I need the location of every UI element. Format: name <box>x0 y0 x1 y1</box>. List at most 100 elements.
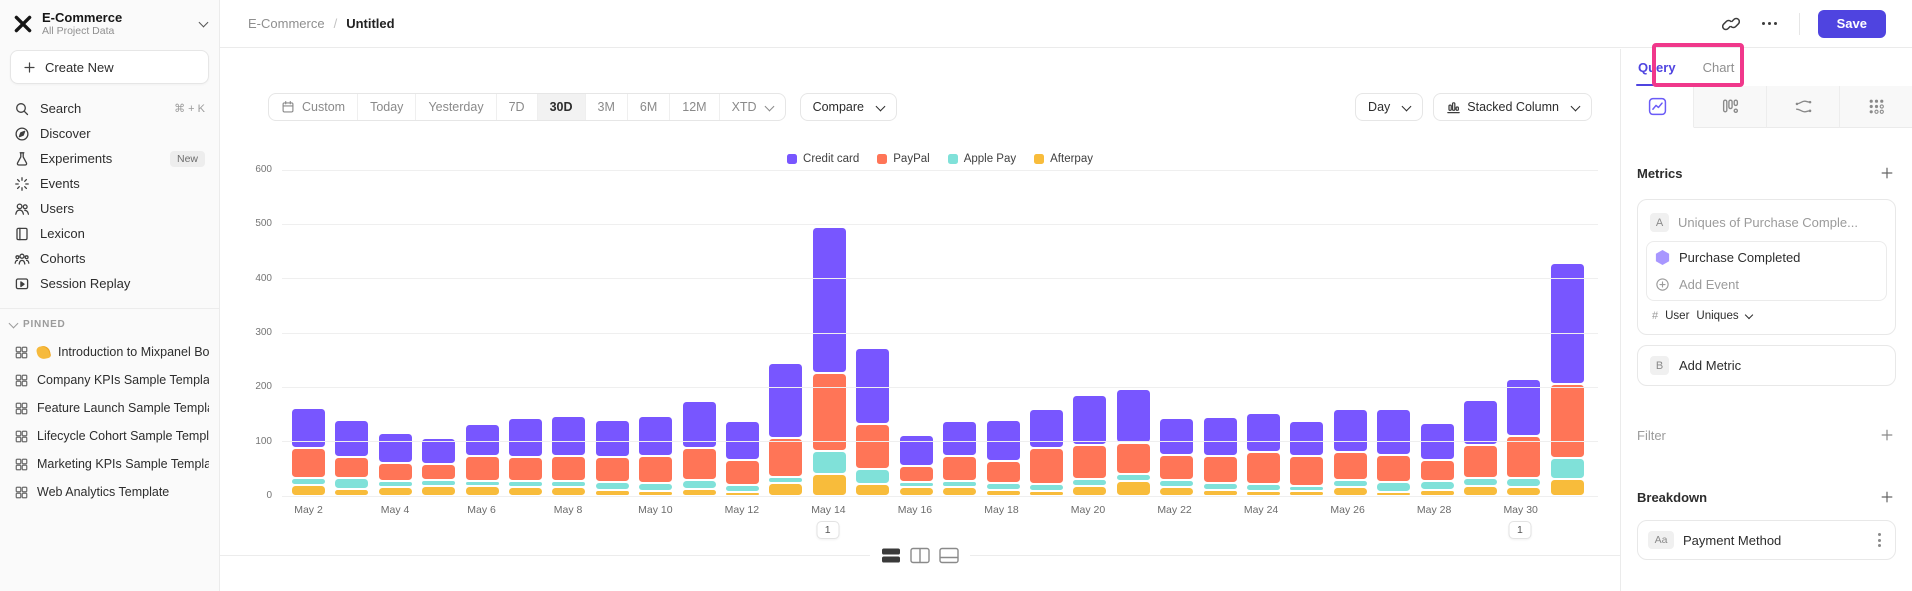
bar-segment-afterpay[interactable] <box>1073 487 1107 495</box>
bar-segment-credit-card[interactable] <box>1463 401 1497 445</box>
bar-segment-credit-card[interactable] <box>1073 396 1107 445</box>
bar-segment-credit-card[interactable] <box>465 424 499 455</box>
bar-may-17[interactable] <box>943 422 977 495</box>
bar-segment-paypal[interactable] <box>1290 457 1324 485</box>
bar-segment-apple-pay[interactable] <box>1420 482 1454 489</box>
annotation-badge[interactable]: 1 <box>816 521 840 539</box>
bar-segment-afterpay[interactable] <box>1333 488 1367 495</box>
bar-segment-paypal[interactable] <box>1507 436 1541 477</box>
add-metric-card[interactable]: B Add Metric <box>1637 345 1896 386</box>
add-breakdown-plus-icon[interactable] <box>1878 488 1896 506</box>
bar-segment-paypal[interactable] <box>682 449 716 480</box>
bar-may-20[interactable] <box>1073 396 1107 495</box>
add-event-row[interactable]: Add Event <box>1651 271 1882 298</box>
tab-funnels[interactable] <box>1694 86 1767 128</box>
bar-may-19[interactable] <box>1029 410 1063 495</box>
compare-button[interactable]: Compare <box>799 93 897 121</box>
bar-segment-credit-card[interactable] <box>595 420 629 456</box>
bar-segment-paypal[interactable] <box>465 456 499 481</box>
bar-may-3[interactable] <box>335 420 369 495</box>
bar-segment-afterpay[interactable] <box>812 475 846 495</box>
bar-segment-credit-card[interactable] <box>1203 417 1237 456</box>
bar-segment-paypal[interactable] <box>595 457 629 482</box>
bar-segment-apple-pay[interactable] <box>726 486 760 491</box>
bar-segment-apple-pay[interactable] <box>292 478 325 484</box>
bar-segment-apple-pay[interactable] <box>1160 481 1194 487</box>
bar-segment-afterpay[interactable] <box>1463 487 1497 495</box>
bar-segment-afterpay[interactable] <box>1203 490 1237 495</box>
pinned-board-company-kpis-sample-template[interactable]: Company KPIs Sample Template <box>0 366 219 394</box>
range-6m[interactable]: 6M <box>626 94 669 120</box>
bar-segment-apple-pay[interactable] <box>1073 479 1107 486</box>
bar-segment-credit-card[interactable] <box>1029 410 1063 448</box>
bar-may-10[interactable] <box>639 417 673 495</box>
bar-may-8[interactable] <box>552 417 586 495</box>
create-new-button[interactable]: Create New <box>10 50 209 84</box>
bar-segment-apple-pay[interactable] <box>595 483 629 489</box>
bar-segment-credit-card[interactable] <box>552 417 586 455</box>
bar-may-14[interactable] <box>812 228 846 495</box>
legend-item-paypal[interactable]: PayPal <box>877 153 930 165</box>
bar-may-29[interactable] <box>1463 401 1497 495</box>
bar-may-5[interactable] <box>422 439 456 495</box>
layout-rows-icon[interactable] <box>880 545 902 565</box>
metric-name-row[interactable]: A Uniques of Purchase Comple... <box>1646 208 1887 237</box>
bar-segment-apple-pay[interactable] <box>509 482 543 487</box>
bar-segment-afterpay[interactable] <box>292 485 325 495</box>
pinned-board-feature-launch-sample-template[interactable]: Feature Launch Sample Template <box>0 394 219 422</box>
sidebar-item-users[interactable]: Users <box>0 196 219 221</box>
bar-segment-afterpay[interactable] <box>899 488 933 495</box>
tab-flows[interactable] <box>1767 86 1840 128</box>
legend-item-credit-card[interactable]: Credit card <box>787 153 859 165</box>
bar-may-18[interactable] <box>986 421 1020 495</box>
bar-segment-afterpay[interactable] <box>856 485 890 495</box>
bar-segment-paypal[interactable] <box>1550 384 1584 457</box>
range-30d[interactable]: 30D <box>536 94 585 120</box>
bar-segment-credit-card[interactable] <box>943 422 977 456</box>
bar-segment-credit-card[interactable] <box>1550 263 1584 383</box>
bar-segment-apple-pay[interactable] <box>1507 478 1541 487</box>
bar-segment-afterpay[interactable] <box>726 492 760 495</box>
bar-segment-paypal[interactable] <box>1073 446 1107 478</box>
bar-segment-paypal[interactable] <box>509 458 543 481</box>
more-options-icon[interactable] <box>1758 18 1781 29</box>
pinned-board-introduction-to-mixpanel-board[interactable]: Introduction to Mixpanel Board <box>0 338 219 366</box>
bar-segment-paypal[interactable] <box>1029 449 1063 484</box>
bar-segment-apple-pay[interactable] <box>856 470 890 484</box>
bar-segment-credit-card[interactable] <box>1377 410 1411 454</box>
bar-segment-apple-pay[interactable] <box>769 477 803 483</box>
bar-segment-credit-card[interactable] <box>726 422 760 460</box>
bar-segment-afterpay[interactable] <box>1420 490 1454 495</box>
bar-segment-credit-card[interactable] <box>986 421 1020 460</box>
bar-may-13[interactable] <box>769 364 803 495</box>
bar-may-6[interactable] <box>465 424 499 495</box>
range-yesterday[interactable]: Yesterday <box>415 94 495 120</box>
bar-segment-apple-pay[interactable] <box>1246 485 1280 490</box>
bar-segment-afterpay[interactable] <box>552 488 586 495</box>
sidebar-item-cohorts[interactable]: Cohorts <box>0 246 219 271</box>
bar-segment-apple-pay[interactable] <box>378 482 412 487</box>
bar-segment-paypal[interactable] <box>986 461 1020 483</box>
range-today[interactable]: Today <box>357 94 415 120</box>
bar-segment-afterpay[interactable] <box>509 488 543 495</box>
bar-segment-apple-pay[interactable] <box>812 451 846 474</box>
tab-query[interactable]: Query <box>1638 60 1676 75</box>
bar-may-2[interactable] <box>292 409 325 495</box>
bar-segment-credit-card[interactable] <box>769 364 803 437</box>
layout-bottom-panel-icon[interactable] <box>938 545 960 565</box>
bar-segment-credit-card[interactable] <box>1333 410 1367 451</box>
bar-segment-credit-card[interactable] <box>1507 379 1541 435</box>
bar-segment-afterpay[interactable] <box>1507 488 1541 495</box>
bar-segment-credit-card[interactable] <box>812 228 846 372</box>
measure-selector[interactable]: # User Uniques <box>1646 301 1887 326</box>
event-row[interactable]: Purchase Completed <box>1651 244 1882 271</box>
bar-segment-apple-pay[interactable] <box>422 481 456 485</box>
bar-segment-afterpay[interactable] <box>1116 481 1150 495</box>
bar-segment-credit-card[interactable] <box>1290 422 1324 456</box>
pinned-board-marketing-kpis-sample-template[interactable]: Marketing KPIs Sample Template <box>0 450 219 478</box>
range-12m[interactable]: 12M <box>669 94 718 120</box>
bar-segment-afterpay[interactable] <box>595 490 629 495</box>
bar-segment-paypal[interactable] <box>812 373 846 450</box>
sidebar-item-experiments[interactable]: Experiments New <box>0 146 219 171</box>
bar-segment-credit-card[interactable] <box>378 433 412 463</box>
